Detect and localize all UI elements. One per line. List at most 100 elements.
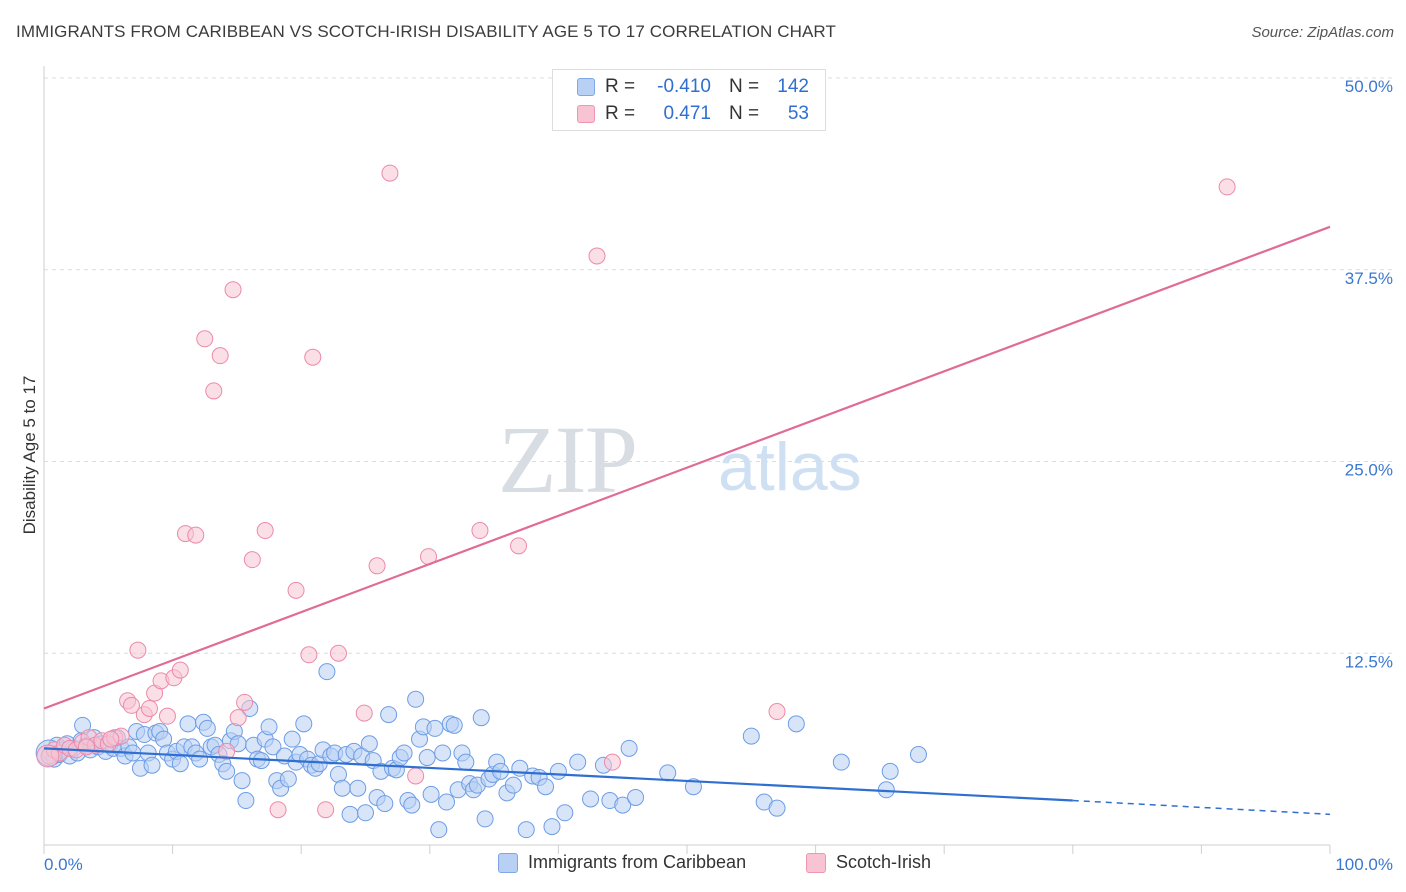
y-tick-label: 25.0% — [1345, 461, 1393, 480]
data-point — [77, 738, 95, 756]
data-point — [218, 742, 236, 760]
data-point — [191, 750, 209, 768]
trend-line-scotch-irish — [43, 225, 1331, 710]
n-label: N = — [729, 103, 760, 124]
legend-label-scotch-irish: Scotch-Irish — [836, 852, 932, 872]
data-point — [381, 164, 399, 182]
data-point — [329, 644, 347, 662]
data-point — [171, 661, 189, 679]
data-point — [537, 778, 555, 796]
data-point — [211, 347, 229, 365]
data-point — [122, 696, 140, 714]
data-point — [283, 730, 301, 748]
data-point — [445, 716, 463, 734]
data-point — [357, 804, 374, 822]
stats-row-caribbean: R = -0.410 N = 142 — [577, 74, 809, 100]
scotch-irish-swatch — [577, 105, 595, 123]
n-label: N = — [729, 76, 760, 97]
data-point — [659, 764, 677, 782]
data-point — [218, 762, 236, 780]
watermark-zip: ZIP — [498, 406, 636, 513]
source-label: Source: ZipAtlas.com — [1251, 24, 1394, 41]
data-point — [476, 810, 494, 828]
chart-title: IMMIGRANTS FROM CARIBBEAN VS SCOTCH-IRIS… — [16, 22, 836, 41]
data-point — [472, 709, 490, 727]
grid-lines — [44, 77, 1392, 654]
data-point — [407, 690, 425, 708]
data-point — [304, 348, 322, 366]
x-tick-label: 100.0% — [1335, 855, 1393, 874]
data-point — [403, 796, 421, 814]
data-point — [1218, 178, 1236, 196]
data-point — [360, 735, 378, 753]
data-point — [102, 730, 120, 748]
data-point — [614, 796, 632, 814]
data-point — [380, 706, 398, 724]
data-point — [233, 772, 251, 790]
data-point — [196, 330, 214, 348]
caribbean-swatch — [577, 78, 595, 96]
data-point — [407, 767, 425, 785]
data-point — [768, 703, 786, 721]
data-point — [243, 551, 261, 569]
data-point — [517, 821, 535, 839]
data-point — [395, 744, 413, 762]
legend-item-scotch-irish[interactable]: Scotch-Irish — [806, 852, 931, 873]
data-point — [909, 745, 927, 763]
r-value: 0.471 — [663, 103, 711, 124]
data-point — [471, 522, 489, 540]
data-point — [556, 804, 574, 822]
y-tick-label: 12.5% — [1345, 652, 1393, 671]
data-point — [158, 707, 176, 725]
series-scotch-irish-points — [36, 164, 1236, 819]
data-point — [229, 709, 247, 727]
data-point — [140, 699, 158, 717]
data-point — [333, 779, 351, 797]
data-point — [179, 715, 197, 733]
series-caribbean-points — [35, 663, 927, 839]
data-point — [236, 693, 254, 711]
watermark-atlas: atlas — [718, 429, 862, 505]
data-point — [588, 247, 606, 265]
data-point — [129, 641, 147, 659]
data-point — [768, 799, 786, 817]
legend-swatch-caribbean — [498, 852, 518, 873]
data-point — [205, 382, 223, 400]
y-axis-label: Disability Age 5 to 17 — [20, 375, 39, 535]
data-point — [430, 821, 448, 839]
data-point — [279, 770, 297, 788]
x-tick-label: 0.0% — [44, 855, 83, 874]
data-point — [198, 719, 216, 737]
data-point — [256, 522, 274, 540]
n-value: 53 — [787, 103, 809, 124]
data-point — [832, 753, 850, 771]
data-point — [438, 793, 456, 811]
y-tick-label: 37.5% — [1345, 269, 1393, 288]
data-point — [368, 557, 386, 575]
data-point — [318, 663, 336, 681]
data-point — [603, 753, 621, 771]
r-label: R = — [605, 76, 636, 97]
data-point — [317, 801, 335, 819]
data-point — [426, 719, 444, 737]
r-value: -0.410 — [657, 76, 711, 97]
data-point — [187, 526, 205, 544]
y-tick-label: 50.0% — [1345, 77, 1393, 96]
axes — [43, 66, 1331, 854]
data-point — [349, 779, 367, 797]
data-point — [376, 795, 394, 813]
tick-labels: 12.5% 25.0% 37.5% 50.0% 0.0% 100.0% — [44, 77, 1393, 874]
legend-label-caribbean: Immigrants from Caribbean — [528, 852, 747, 872]
data-point — [300, 646, 318, 664]
trend-lines — [43, 225, 1331, 816]
n-value: 142 — [777, 76, 809, 97]
data-point — [422, 785, 440, 803]
legend: Immigrants from Caribbean Scotch-Irish — [0, 852, 1406, 878]
data-point — [504, 776, 522, 794]
data-point — [627, 788, 645, 806]
data-point — [510, 537, 528, 555]
trend-line-caribbean — [43, 747, 1073, 802]
legend-item-caribbean[interactable]: Immigrants from Caribbean — [498, 852, 746, 873]
data-point — [269, 801, 287, 819]
